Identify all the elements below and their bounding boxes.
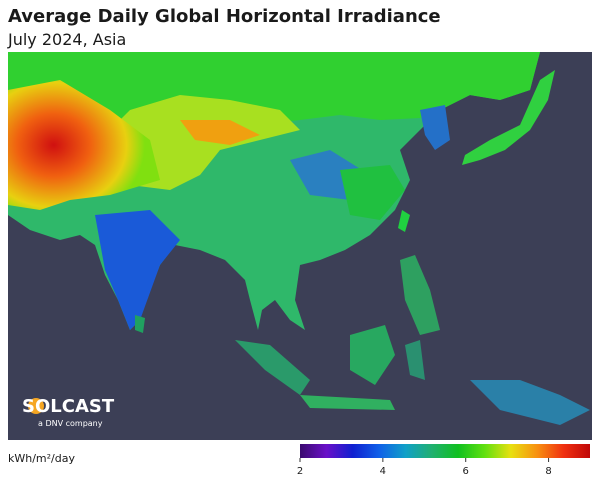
hot-region xyxy=(8,80,160,210)
japan xyxy=(462,70,555,165)
india xyxy=(95,210,180,330)
colorbar-label: kWh/m²/day xyxy=(8,452,75,465)
north-region xyxy=(8,52,540,200)
colorbar-tick-label: 6 xyxy=(463,466,469,477)
sri-lanka xyxy=(135,315,145,333)
logo-tagline: a DNV company xyxy=(38,419,103,428)
colorbar-tick-label: 4 xyxy=(380,466,386,477)
desert xyxy=(180,120,260,145)
east-china xyxy=(340,165,405,220)
borneo xyxy=(350,325,395,385)
philippines xyxy=(400,255,440,335)
subtitle: July 2024, Asia xyxy=(8,30,127,49)
korea xyxy=(420,105,450,150)
sulawesi xyxy=(405,340,425,380)
new-guinea xyxy=(470,380,590,425)
colorbar-tick-label: 2 xyxy=(297,466,303,477)
java xyxy=(300,395,395,410)
taiwan xyxy=(398,210,410,232)
logo-name: SOLCAST xyxy=(22,396,115,417)
title: Average Daily Global Horizontal Irradian… xyxy=(8,6,441,27)
logo-icon xyxy=(28,398,44,414)
colorbar xyxy=(300,444,590,458)
sumatra xyxy=(235,340,310,395)
colorbar-tick-label: 8 xyxy=(545,466,551,477)
